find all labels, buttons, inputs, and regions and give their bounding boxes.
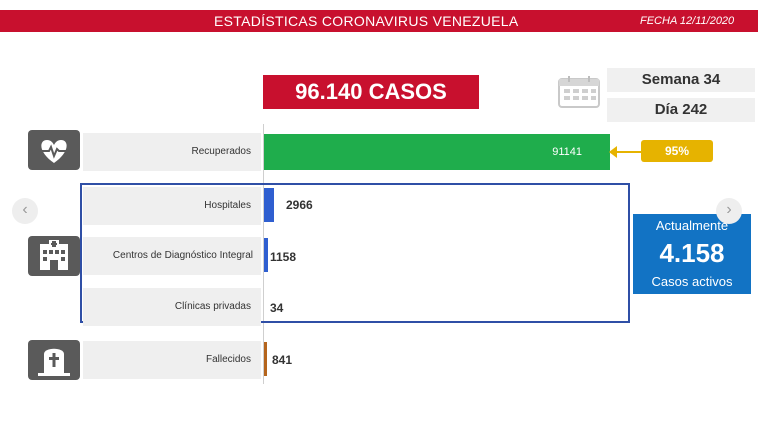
active-number: 4.158 <box>659 238 725 268</box>
header-banner: ESTADÍSTICAS CORONAVIRUS VENEZUELA FECHA… <box>0 10 758 32</box>
axis-line <box>263 124 264 384</box>
label-clinicas: Clínicas privadas <box>83 288 261 326</box>
percent-badge: 95% <box>641 140 713 162</box>
day-label: Día 242 <box>607 98 755 122</box>
active-cases-frame <box>80 183 630 323</box>
tombstone-cross-icon <box>38 348 70 376</box>
hospital-icon <box>40 240 68 270</box>
bar-fallecidos <box>264 342 267 376</box>
value-hospitales: 2966 <box>286 198 313 212</box>
recovered-icon-box <box>28 130 80 170</box>
hospital-icon-box <box>28 236 80 276</box>
percent-arrow <box>611 151 641 153</box>
calendar-icon <box>558 76 600 108</box>
week-label: Semana 34 <box>607 68 755 92</box>
active-label: Actualmente <box>655 218 729 233</box>
bar-cdi <box>264 238 268 272</box>
value-recuperados: 91141 <box>552 146 582 158</box>
label-recuperados: Recuperados <box>83 133 261 171</box>
next-arrow-icon[interactable]: › <box>716 198 742 224</box>
active-sublabel: Casos activos <box>651 274 733 289</box>
total-cases-box: 96.140 CASOS <box>263 75 479 109</box>
label-fallecidos: Fallecidos <box>83 341 261 379</box>
bar-hospitales <box>264 188 274 222</box>
report-date: FECHA 12/11/2020 <box>640 15 735 27</box>
value-cdi: 1158 <box>270 250 297 264</box>
prev-arrow-icon[interactable]: ‹ <box>12 198 38 224</box>
value-clinicas: 34 <box>270 301 284 315</box>
heart-pulse-icon <box>41 140 67 163</box>
active-cases-box: Actualmente 4.158 Casos activos <box>633 214 751 294</box>
label-hospitales: Hospitales <box>83 187 261 225</box>
deaths-icon-box <box>28 340 80 380</box>
label-cdi: Centros de Diagnóstico Integral <box>83 237 261 275</box>
bar-recuperados: 91141 <box>264 134 610 170</box>
value-fallecidos: 841 <box>272 353 293 367</box>
page-title: ESTADÍSTICAS CORONAVIRUS VENEZUELA <box>214 13 519 29</box>
percent-arrowhead-icon <box>609 146 617 158</box>
